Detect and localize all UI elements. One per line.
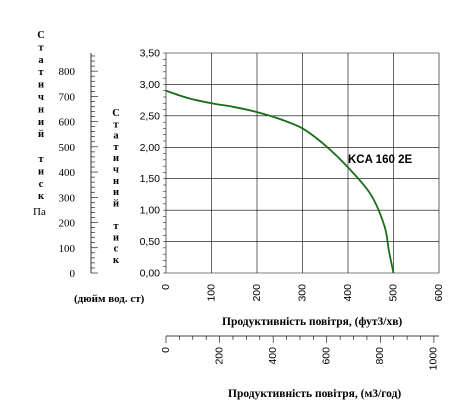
x-primary-tick-label: 300 <box>296 284 308 302</box>
y-secondary-tick-label: 700 <box>59 91 76 103</box>
x-primary-tick-label: 100 <box>205 284 217 302</box>
y-secondary-tick-label: 400 <box>59 167 76 179</box>
y-secondary-tick-label: 600 <box>59 117 76 129</box>
y-primary-tick-label: 2,50 <box>140 110 161 122</box>
series-line-kca-160-2e <box>165 89 395 274</box>
x-secondary-tick-label: 0 <box>160 347 172 353</box>
x-secondary-tick-label: 400 <box>267 347 279 365</box>
y-primary-tick-label: 3,00 <box>140 79 161 91</box>
y-primary-unit: (дюйм вод. ст) <box>74 293 145 305</box>
y-primary-tick-label: 3,50 <box>140 48 161 60</box>
y-secondary-tick-label: 100 <box>59 243 76 255</box>
x-primary-tick-label: 0 <box>160 284 172 290</box>
cfm-axis: 0 100 200 300 400 500 600 <box>160 284 445 302</box>
y-primary-tick-label: 2,00 <box>140 142 161 154</box>
m3h-axis: 0 200 400 600 800 1000 <box>160 335 440 371</box>
y-secondary-tick-label: 800 <box>59 66 76 78</box>
y-secondary-tick-label: 300 <box>59 192 76 204</box>
x-primary-axis-title: Продуктивність повітря, (фут3/хв) <box>222 316 402 328</box>
x-primary-tick-label: 400 <box>342 284 354 302</box>
x-secondary-tick-label: 1000 <box>428 347 440 371</box>
pa-axis: 0 100 200 300 400 500 600 700 800 <box>59 53 98 280</box>
y-primary-tick-label: 0,50 <box>140 236 161 248</box>
x-primary-tick-label: 200 <box>251 284 263 302</box>
x-secondary-tick-label: 200 <box>213 347 225 365</box>
y-primary-tick-label: 1,00 <box>140 205 161 217</box>
y-primary-tick-label: 1,50 <box>140 173 161 185</box>
y-secondary-tick-label: 0 <box>70 268 76 280</box>
y-secondary-tick-label: 200 <box>59 218 76 230</box>
x-primary-tick-label: 600 <box>433 284 445 302</box>
inch-axis: 0,00 0,50 1,00 1,50 2,00 2,50 3,00 3,50 <box>140 48 161 280</box>
annotation-label: KCA 160 2E <box>348 154 412 166</box>
x-secondary-tick-label: 800 <box>374 347 386 365</box>
x-secondary-axis-title: Продуктивність повітря, (м3/год) <box>228 388 401 400</box>
x-primary-tick-label: 500 <box>387 284 399 302</box>
y-secondary-tick-label: 500 <box>59 142 76 154</box>
y-secondary-unit: Па <box>33 206 46 218</box>
y-primary-tick-label: 0,00 <box>140 268 161 280</box>
series-layer <box>165 89 395 274</box>
grid <box>163 52 440 274</box>
x-secondary-tick-label: 600 <box>321 347 333 365</box>
